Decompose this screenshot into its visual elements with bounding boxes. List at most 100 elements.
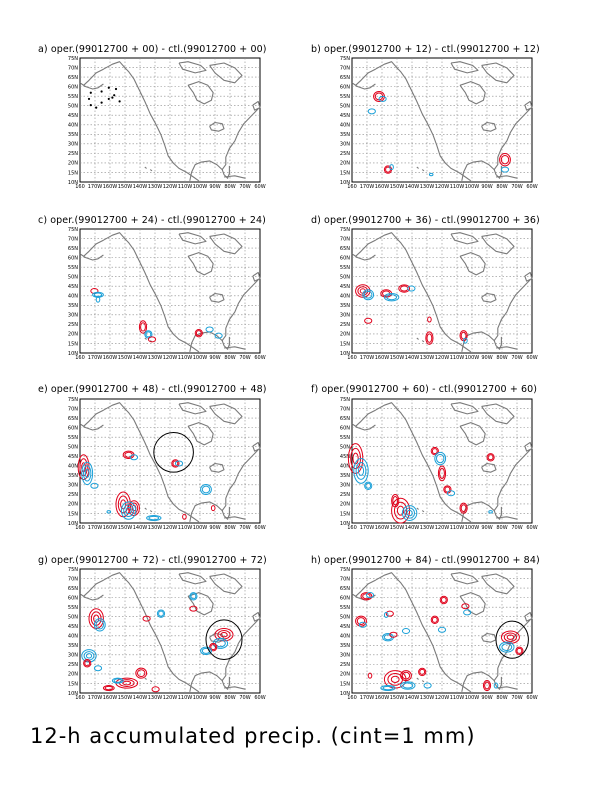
coastline <box>149 169 153 172</box>
latitude-tick-label: 60N <box>68 595 78 601</box>
longitude-tick-label: 140W <box>405 355 420 359</box>
longitude-tick-label: 160 <box>75 695 85 699</box>
longitude-tick-label: 100W <box>193 355 208 359</box>
longitude-tick-label: 160 <box>75 525 85 529</box>
latitude-tick-label: 35N <box>340 473 350 479</box>
longitude-tick-label: 120W <box>163 184 178 188</box>
latitude-tick-label: 25N <box>68 322 78 328</box>
latitude-tick-label: 30N <box>340 653 350 659</box>
latitude-tick-label: 15N <box>68 170 78 176</box>
latitude-tick-label: 50N <box>68 103 78 109</box>
coastline <box>461 108 531 181</box>
negative-precip-contour <box>125 507 132 515</box>
longitude-tick-label: 170W <box>360 184 375 188</box>
negative-precip-contour <box>200 484 212 496</box>
longitude-tick-label: 60W <box>526 184 537 188</box>
positive-precip-contour <box>431 448 438 455</box>
landmass-outline <box>450 61 479 74</box>
longitude-tick-label: 70W <box>239 695 250 699</box>
coastline <box>79 253 104 261</box>
coastline <box>223 175 246 179</box>
latitude-tick-label: 30N <box>68 483 78 489</box>
longitude-tick-label: 150W <box>390 695 405 699</box>
latitude-tick-label: 25N <box>68 492 78 498</box>
latitude-tick-label: 40N <box>68 123 78 129</box>
positive-precip-contour <box>385 610 394 617</box>
longitude-tick-label: 120W <box>163 355 178 359</box>
latitude-tick-label: 10N <box>340 180 350 186</box>
negative-precip-contour <box>404 507 415 519</box>
longitude-tick-label: 150W <box>390 525 405 529</box>
longitude-tick-label: 90W <box>209 695 220 699</box>
negative-precip-contour <box>81 461 94 486</box>
landmass-outline <box>524 611 533 622</box>
longitude-tick-label: 70W <box>239 184 250 188</box>
highlight-circle <box>495 620 529 659</box>
longitude-tick-label: 120W <box>435 184 450 188</box>
landmass-outline <box>459 81 486 105</box>
coastline <box>351 253 376 261</box>
longitude-tick-label: 100W <box>465 695 480 699</box>
positive-precip-contour <box>486 453 495 462</box>
coastline <box>421 680 425 683</box>
landmass-outline <box>178 572 207 585</box>
longitude-tick-label: 160 <box>347 525 357 529</box>
landmass-outline <box>459 592 486 616</box>
positive-precip-contour <box>142 615 151 622</box>
latitude-tick-label: 70N <box>68 576 78 582</box>
coastline <box>355 402 472 523</box>
positive-precip-contour <box>440 597 447 603</box>
longitude-tick-label: 160 <box>347 355 357 359</box>
landmass-outline <box>481 573 515 595</box>
landmass-outline <box>481 403 515 425</box>
positive-precip-contour <box>389 631 398 638</box>
coastline <box>144 337 147 340</box>
negative-precip-contour <box>378 95 387 102</box>
initial-analysis-dot <box>100 101 103 104</box>
latitude-tick-label: 65N <box>340 75 350 81</box>
coastline <box>221 676 230 690</box>
negative-precip-contour <box>389 164 394 171</box>
negative-precip-contour <box>463 337 468 344</box>
longitude-tick-label: 60W <box>526 355 537 359</box>
landmass-outline <box>459 422 486 446</box>
latitude-tick-label: 20N <box>68 672 78 678</box>
coastline <box>221 506 230 520</box>
latitude-tick-label: 30N <box>340 483 350 489</box>
negative-precip-contour <box>446 490 456 497</box>
negative-precip-contour <box>434 451 447 466</box>
negative-precip-contour <box>380 685 396 692</box>
landmass-outline <box>252 100 261 111</box>
longitude-tick-label: 70W <box>239 525 250 529</box>
longitude-tick-label: 100W <box>193 695 208 699</box>
negative-precip-contour <box>358 621 367 628</box>
latitude-tick-label: 75N <box>340 227 350 233</box>
longitude-tick-label: 110W <box>178 525 193 529</box>
negative-precip-contour <box>499 641 515 653</box>
positive-precip-contour <box>195 330 202 337</box>
positive-precip-contour <box>503 632 517 642</box>
negative-precip-contour <box>407 285 416 292</box>
latitude-tick-label: 75N <box>68 397 78 403</box>
longitude-tick-label: 60W <box>526 695 537 699</box>
longitude-tick-label: 160W <box>103 525 118 529</box>
latitude-tick-label: 15N <box>340 170 350 176</box>
longitude-tick-label: 170W <box>88 695 103 699</box>
positive-precip-contour <box>426 333 433 343</box>
positive-precip-contour <box>138 320 148 334</box>
landmass-outline <box>450 402 479 415</box>
latitude-tick-label: 50N <box>340 614 350 620</box>
panel-title-a: a) oper.(99012700 + 00) - ctl.(99012700 … <box>38 44 267 55</box>
positive-precip-contour <box>102 685 115 692</box>
coastline <box>351 82 376 90</box>
positive-precip-contour <box>398 284 411 293</box>
coastline <box>355 572 472 693</box>
latitude-tick-label: 45N <box>68 454 78 460</box>
landmass-outline <box>481 233 515 255</box>
positive-precip-contour <box>104 685 113 691</box>
coastline <box>493 506 502 520</box>
panel-title-h: h) oper.(99012700 + 84) - ctl.(99012700 … <box>311 555 540 566</box>
landmass-outline <box>209 462 225 473</box>
longitude-tick-label: 120W <box>163 525 178 529</box>
positive-precip-contour <box>401 671 411 680</box>
